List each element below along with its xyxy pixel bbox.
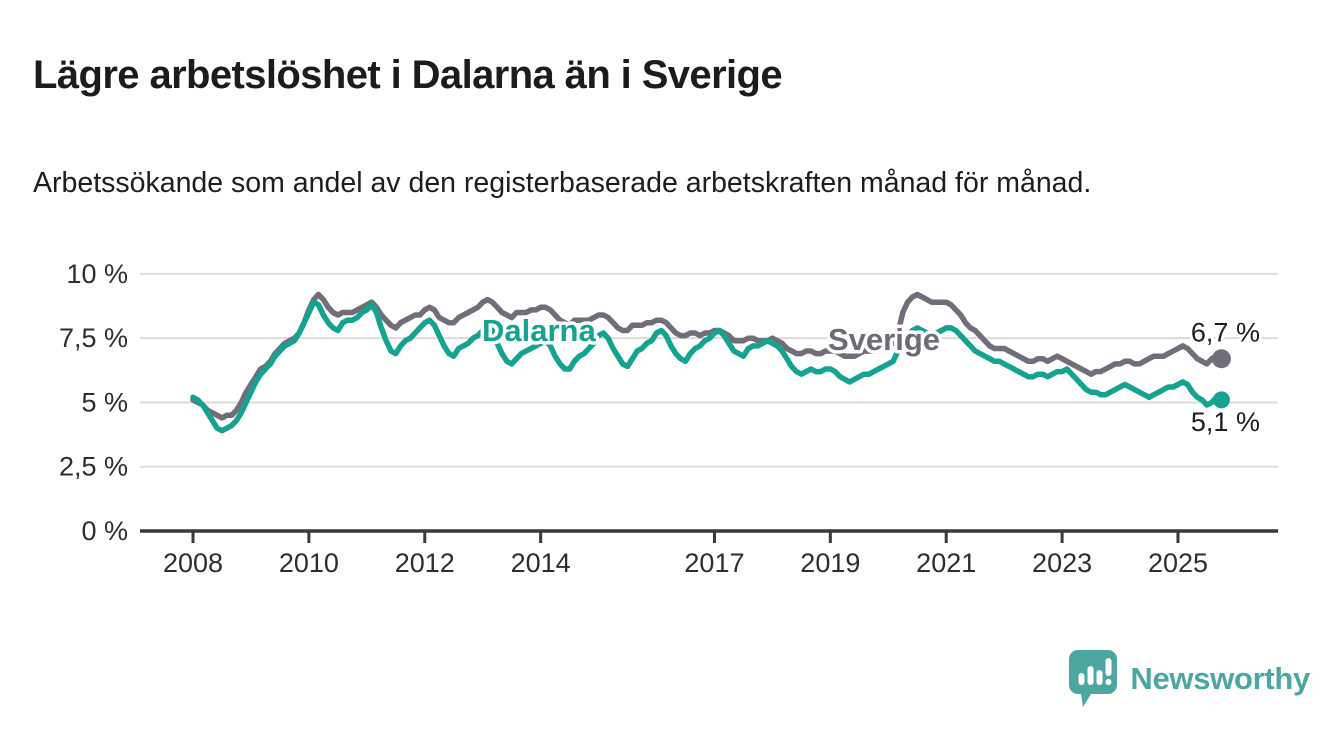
x-tick-label: 2008 [163,548,223,578]
x-tick-label: 2017 [684,548,744,578]
y-tick-label: 0 % [81,516,128,546]
y-tick-label: 7,5 % [59,323,128,353]
brand-wordmark: Newsworthy [1130,661,1310,696]
series-end-dot-dalarna [1212,391,1230,409]
bar-2 [1087,666,1094,685]
chart-subtitle: Arbetssökande som andel av den registerb… [33,166,1092,199]
bar-3 [1096,670,1103,685]
y-tick-label: 5 % [81,387,128,417]
series-inline-label-sverige: Sverige [828,322,940,357]
unemployment-line-chart: 2008 2010 2012 2014 2017 2019 2021 2023 2025 0 % 2… [59,259,1278,578]
series-end-value-label: 5,1 % [1191,407,1260,437]
series-end-value-label: 6,7 % [1191,318,1260,348]
x-tick-label: 2021 [916,548,976,578]
y-tick-label: 2,5 % [59,452,128,482]
series-line-sverige [190,291,1225,421]
series-end-dot-sverige [1211,349,1231,369]
x-tick-label: 2012 [395,548,455,578]
y-tick-label: 10 % [66,259,128,289]
series-line-dalarna [190,299,1225,434]
x-tick-label: 2019 [800,548,860,578]
x-tick-label: 2014 [511,548,571,578]
series-inline-label-dalarna: Dalarna [482,313,596,348]
newsworthy-logo-icon [1069,650,1118,707]
exclamation-dot [1105,679,1112,685]
x-tick-label: 2010 [279,548,339,578]
bar-1 [1078,673,1085,685]
exclamation-bar [1105,658,1112,676]
page-title: Lägre arbetslöshet i Dalarna än i Sverig… [33,52,783,97]
x-tick-label: 2025 [1148,548,1208,578]
brand-footer: Newsworthy [1069,650,1310,708]
x-tick-label: 2023 [1032,548,1092,578]
